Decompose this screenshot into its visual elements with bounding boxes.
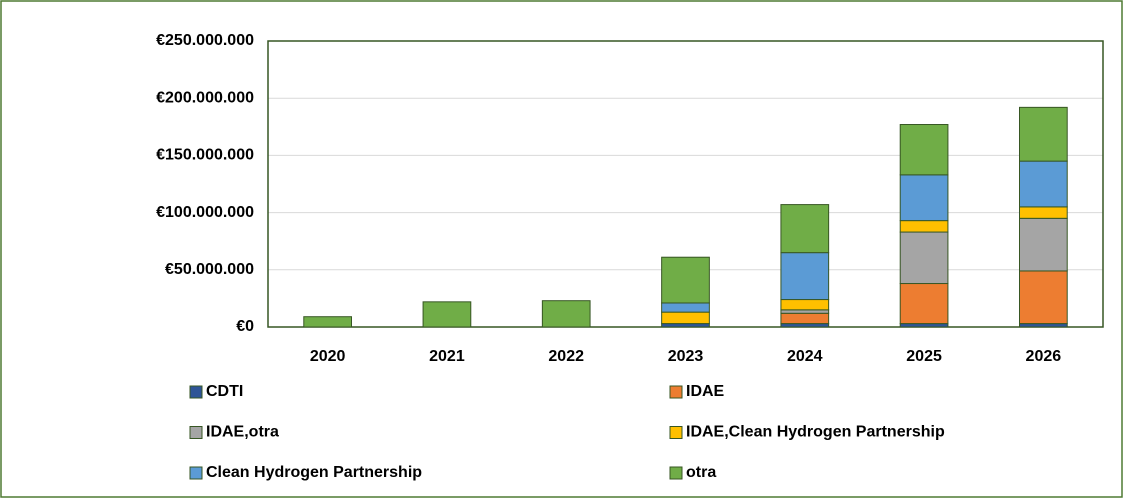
y-tick-label: €150.000.000 [156,147,254,164]
bar-segment [1019,323,1068,328]
bar-segment [661,302,710,313]
legend-label: IDAE [686,383,725,400]
x-tick-label: 2021 [429,348,465,365]
bar-segment [899,231,949,285]
y-tick-label: €0 [236,318,254,335]
x-tick-label: 2023 [668,348,704,365]
bar-segment [661,311,710,325]
legend-swatch [669,426,683,439]
x-tick-label: 2024 [787,348,823,365]
bar-segment [899,283,949,325]
bar-segment [780,312,830,325]
bar-segment [1019,270,1068,325]
bar-segment [780,309,830,314]
bar-segment [899,124,949,176]
bar-segment [780,323,830,328]
bar-segment [661,323,710,328]
bar-segment [541,300,591,328]
y-tick-label: €250.000.000 [156,32,254,49]
y-tick-label: €50.000.000 [165,261,254,278]
bar-segment [1019,106,1068,162]
legend-label: otra [686,464,716,481]
x-tick-label: 2025 [906,348,942,365]
legend-label: IDAE,Clean Hydrogen Partnership [686,424,945,441]
bar-segment [899,174,949,222]
bar-segment [780,299,830,311]
bar-segment [1019,160,1068,208]
bar-segment [780,204,830,254]
bar-segment [899,220,949,233]
legend-label: CDTI [206,383,243,400]
legend-swatch [189,385,203,399]
x-tick-label: 2022 [548,348,584,365]
y-tick-label: €200.000.000 [156,89,254,106]
bar-segment [422,301,472,328]
bar-segment [303,316,352,328]
y-tick-label: €100.000.000 [156,204,254,221]
legend-label: IDAE,otra [206,424,279,441]
legend-swatch [669,385,683,399]
x-tick-label: 2026 [1026,348,1062,365]
bar-segment [1019,217,1068,272]
bar-segment [661,256,710,304]
bar-segment [899,323,949,328]
bar-segment [780,252,830,301]
legend-swatch [189,466,203,480]
legend-label: Clean Hydrogen Partnership [206,464,422,481]
x-tick-label: 2020 [310,348,346,365]
legend-swatch [189,426,203,439]
bar-segment [1019,206,1068,219]
legend-swatch [669,466,683,480]
